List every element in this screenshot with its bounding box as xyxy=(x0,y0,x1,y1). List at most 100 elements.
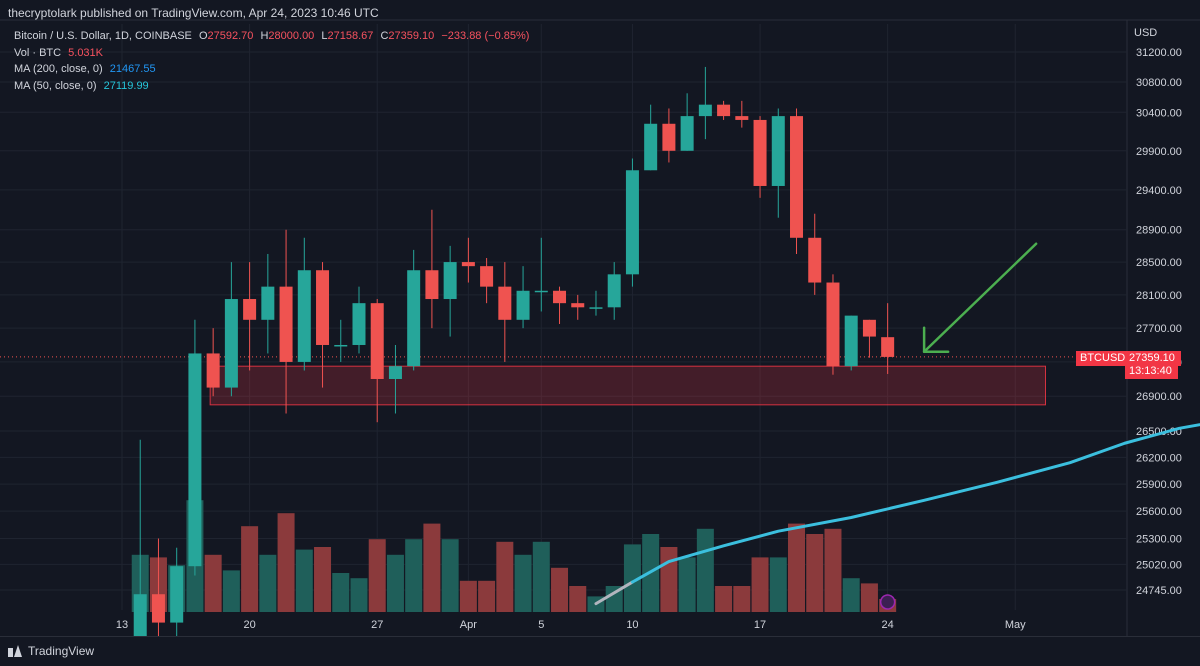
volume-bar xyxy=(824,528,842,612)
legend-ma50-value: 27119.99 xyxy=(103,79,149,92)
candle-body xyxy=(644,123,658,171)
price-tick-label: 27700.00 xyxy=(1136,323,1182,335)
volume-bar xyxy=(715,586,733,612)
tradingview-brand-label: TradingView xyxy=(28,644,95,658)
candle-body xyxy=(425,270,439,300)
candle xyxy=(170,547,184,642)
candle xyxy=(133,439,147,652)
candle-body xyxy=(534,290,548,293)
legend-volume-row: Vol · BTC 5.031K xyxy=(14,45,529,62)
legend-close-value: 27359.10 xyxy=(388,30,435,42)
candle xyxy=(388,344,402,414)
candle-body xyxy=(571,303,585,308)
candle xyxy=(316,262,330,388)
candle xyxy=(862,319,876,358)
event-flag-icon xyxy=(879,594,896,610)
legend-volume-label: Vol · BTC xyxy=(14,46,62,59)
volume-bar xyxy=(751,557,769,612)
candle-body xyxy=(735,116,749,120)
volume-bar xyxy=(769,557,787,612)
candle xyxy=(644,104,658,171)
chart-legend: Bitcoin / U.S. Dollar, 1D, COINBASE O275… xyxy=(14,28,529,94)
candle-body xyxy=(662,123,676,151)
price-tick-label: 25900.00 xyxy=(1136,479,1182,491)
candle xyxy=(753,116,767,198)
candle-body xyxy=(717,104,731,117)
price-tick-label: 26200.00 xyxy=(1136,452,1182,464)
candle xyxy=(261,253,275,354)
volume-bar xyxy=(259,554,277,612)
candle xyxy=(790,108,804,254)
price-tick-label: 25300.00 xyxy=(1136,534,1182,546)
candle-body xyxy=(188,353,202,567)
price-tick-label: 28900.00 xyxy=(1136,225,1182,237)
volume-bar xyxy=(842,578,860,612)
candle-body xyxy=(607,274,621,308)
candle-body xyxy=(407,270,421,367)
tradingview-brand[interactable]: TradingView xyxy=(8,644,94,658)
candle-body xyxy=(680,116,694,151)
candle-body xyxy=(243,299,257,320)
time-tick-label: 5 xyxy=(538,619,544,631)
candle-body xyxy=(826,282,840,367)
candle xyxy=(516,266,530,329)
candle xyxy=(480,258,494,304)
volume-bar xyxy=(551,567,569,612)
legend-symbol-row: Bitcoin / U.S. Dollar, 1D, COINBASE O275… xyxy=(14,28,529,45)
price-tick-label: 28100.00 xyxy=(1136,290,1182,302)
volume-bar xyxy=(569,586,587,612)
volume-bar xyxy=(660,547,678,612)
candle xyxy=(297,237,311,371)
candle xyxy=(589,290,603,316)
candle-body xyxy=(771,116,785,186)
candle-body xyxy=(753,119,767,186)
volume-bar xyxy=(405,539,423,612)
candle xyxy=(844,315,858,371)
candle-body xyxy=(625,170,639,275)
candle-body xyxy=(443,262,457,300)
arrow-head xyxy=(922,326,950,353)
candle-body xyxy=(352,303,366,345)
candle-body xyxy=(790,116,804,238)
time-tick-label: May xyxy=(1005,619,1026,631)
legend-close-label: C xyxy=(380,30,389,42)
price-tick-label: 24745.00 xyxy=(1136,585,1182,597)
legend-ma200-row: MA (200, close, 0) 21467.55 xyxy=(14,61,529,78)
candle xyxy=(826,274,840,375)
volume-bar xyxy=(423,523,441,612)
candle xyxy=(407,249,421,371)
candle xyxy=(443,245,457,337)
time-tick-label: 24 xyxy=(882,619,894,631)
time-tick-label: 13 xyxy=(116,619,128,631)
candle-body xyxy=(279,286,293,362)
candle xyxy=(425,209,439,329)
candle-body xyxy=(170,566,184,623)
legend-ma50-label: MA (50, close, 0) xyxy=(14,79,97,92)
volume-bar xyxy=(623,544,641,612)
candle-body xyxy=(808,237,822,283)
volume-bar xyxy=(696,528,714,612)
legend-open-label: O xyxy=(198,30,208,42)
support-zone xyxy=(209,365,1046,406)
volume-bar xyxy=(496,541,514,612)
volume-bar xyxy=(314,547,332,612)
legend-high-label: H xyxy=(260,30,269,42)
candle xyxy=(571,294,585,320)
countdown-tag: 13:13:40 xyxy=(1125,364,1178,379)
legend-ma200-label: MA (200, close, 0) xyxy=(14,63,103,75)
price-tick-label: 29400.00 xyxy=(1136,185,1182,197)
candle xyxy=(698,66,712,140)
candle xyxy=(680,93,694,151)
candle-body xyxy=(461,262,475,267)
arrow-shaft xyxy=(922,242,1038,353)
price-tick-label: 30400.00 xyxy=(1136,107,1182,119)
volume-bar xyxy=(459,580,477,612)
legend-volume-value: 5.031K xyxy=(68,46,104,59)
time-tick-label: 17 xyxy=(754,619,766,631)
time-tick-label: 27 xyxy=(371,619,383,631)
candle xyxy=(498,262,512,362)
volume-bar xyxy=(386,554,404,612)
candle-body xyxy=(261,286,275,320)
volume-bar xyxy=(733,586,751,612)
